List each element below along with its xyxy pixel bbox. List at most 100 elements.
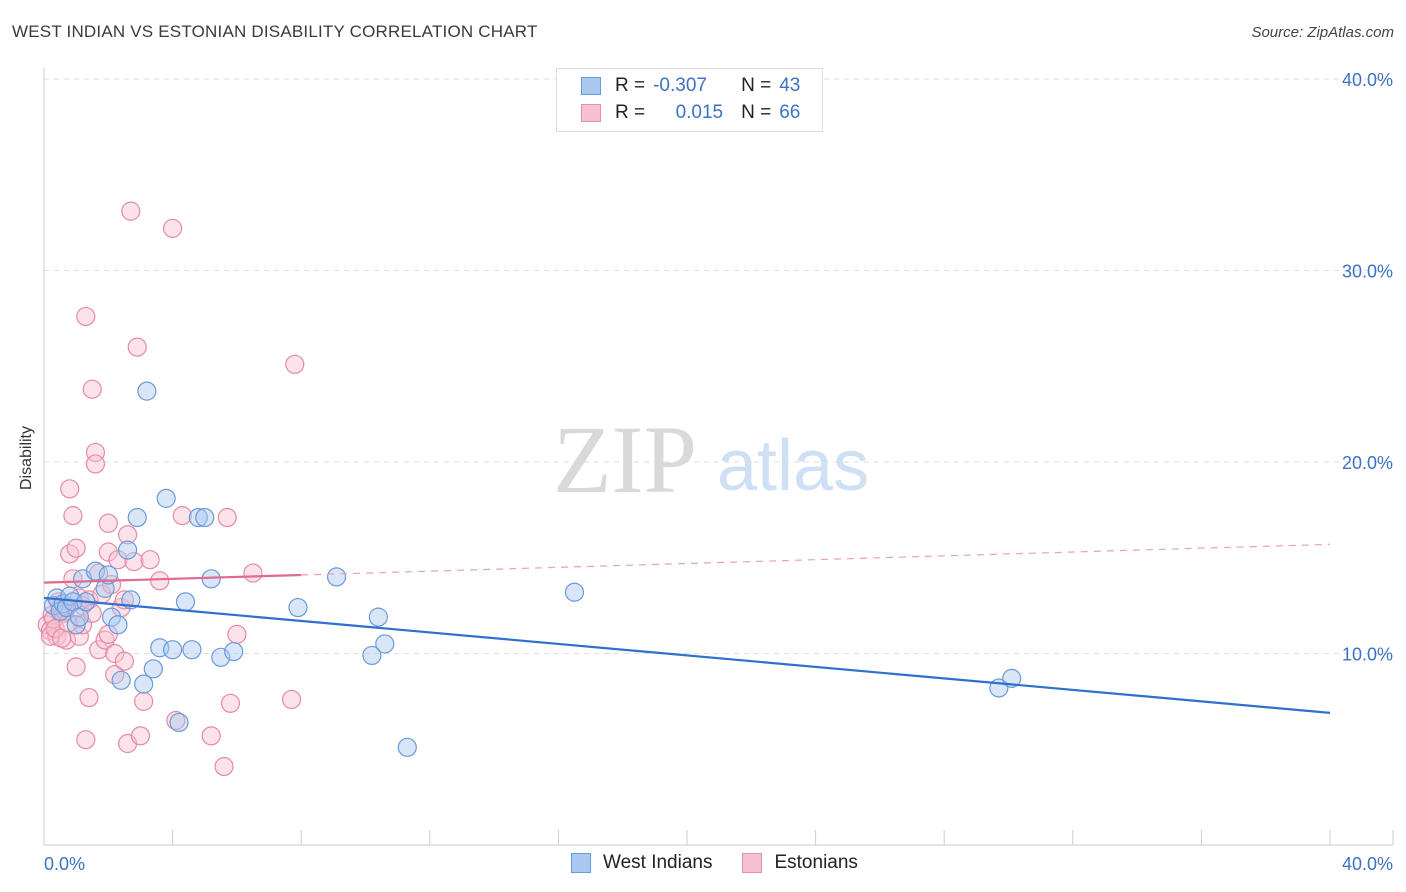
data-point [368, 607, 388, 627]
axes [43, 68, 1394, 846]
y-tick-label: 10.0% [1342, 645, 1393, 665]
legend-n-value: 43 [779, 75, 801, 96]
data-point [117, 540, 138, 560]
legend-swatch-west-indians [581, 77, 601, 95]
data-point [105, 643, 125, 664]
data-point [63, 506, 83, 526]
tick-labels: 10.0% 20.0% 30.0% 40.0% 0.0% 40.0% [44, 70, 1393, 874]
legend-row-estonians: R = 0.015 N = 66 [581, 101, 800, 125]
series-legend: West Indians Estonians [571, 852, 888, 874]
data-point [79, 687, 99, 708]
data-point [163, 640, 183, 660]
data-point [114, 651, 134, 671]
source-label: Source: ZipAtlas.com [1251, 24, 1394, 41]
trend-line-estonians-extension [301, 543, 1331, 576]
data-point [66, 538, 86, 558]
data-point [66, 657, 86, 677]
data-point [98, 565, 118, 585]
data-point [58, 613, 78, 633]
data-point [285, 354, 305, 374]
legend-swatch-estonians [742, 853, 763, 873]
data-point [117, 525, 138, 545]
data-point [188, 507, 208, 528]
data-point [362, 645, 382, 666]
data-point [130, 726, 151, 746]
data-point [82, 603, 102, 623]
legend-swatch-estonians [581, 104, 601, 122]
data-point [98, 542, 118, 562]
data-point [111, 670, 131, 690]
data-point [150, 571, 170, 591]
y-tick-label: 30.0% [1342, 262, 1393, 282]
legend-r-value: -0.307 [653, 75, 707, 96]
data-point [288, 597, 308, 618]
legend-n-value: 66 [779, 102, 801, 123]
data-point [134, 674, 154, 694]
data-point [108, 615, 128, 635]
data-point [166, 710, 186, 731]
watermark-zip: ZIP [553, 406, 697, 513]
data-point [169, 712, 189, 733]
data-point [137, 381, 157, 401]
legend-swatch-west-indians [571, 853, 591, 873]
stats-legend: R = -0.307 N = 43 R = 0.015 N = 66 [556, 68, 823, 132]
data-point [397, 737, 417, 757]
data-point [121, 201, 141, 221]
legend-r-value: 0.015 [675, 102, 724, 123]
data-point [82, 379, 102, 399]
legend-n-label: N = [741, 75, 772, 96]
data-point [98, 513, 118, 533]
data-point [172, 506, 192, 526]
trend-lines [43, 543, 1331, 714]
data-point [124, 551, 144, 572]
data-point [89, 640, 109, 660]
data-point [60, 479, 80, 499]
data-point [76, 730, 96, 750]
data-point [195, 507, 215, 528]
data-point [214, 756, 234, 777]
data-point [76, 306, 96, 327]
data-point [163, 218, 183, 238]
legend-item-estonians[interactable]: Estonians [742, 852, 858, 874]
watermark-atlas: atlas [717, 426, 869, 506]
data-point [227, 624, 247, 644]
x-tick-label: 40.0% [1342, 854, 1393, 874]
data-point [127, 337, 147, 357]
legend-item-west-indians[interactable]: West Indians [571, 852, 712, 874]
legend-label-west-indians: West Indians [603, 852, 713, 873]
data-point [140, 550, 160, 570]
data-point [85, 454, 106, 474]
data-point [1002, 668, 1022, 688]
watermark: ZIP atlas [553, 406, 869, 513]
data-point [224, 641, 244, 662]
data-point [326, 567, 347, 587]
data-point [201, 726, 221, 746]
data-point [217, 507, 237, 528]
data-point [127, 507, 147, 528]
data-points [37, 201, 1022, 777]
data-point [182, 640, 202, 660]
legend-row-west-indians: R = -0.307 N = 43 [581, 74, 800, 98]
data-point [143, 659, 163, 679]
data-point [281, 689, 302, 710]
legend-label-estonians: Estonians [774, 852, 858, 873]
legend-r-label: R = [615, 75, 646, 96]
legend-r-label: R = [615, 102, 646, 123]
legend-n-label: N = [741, 102, 772, 123]
chart-title: WEST INDIAN VS ESTONIAN DISABILITY CORRE… [12, 22, 538, 41]
data-point [220, 693, 241, 713]
data-point [175, 592, 196, 612]
data-point [375, 634, 395, 654]
trend-line-west-indians [43, 596, 1331, 714]
data-point [95, 630, 115, 650]
x-tick-label: 0.0% [44, 854, 85, 874]
y-tick-label: 40.0% [1342, 70, 1393, 90]
trend-line-estonians [43, 573, 302, 584]
data-point [101, 607, 122, 627]
data-point [156, 488, 176, 508]
y-tick-label: 20.0% [1342, 453, 1393, 473]
data-point [85, 442, 106, 463]
data-point [564, 582, 585, 602]
data-point [134, 691, 154, 711]
